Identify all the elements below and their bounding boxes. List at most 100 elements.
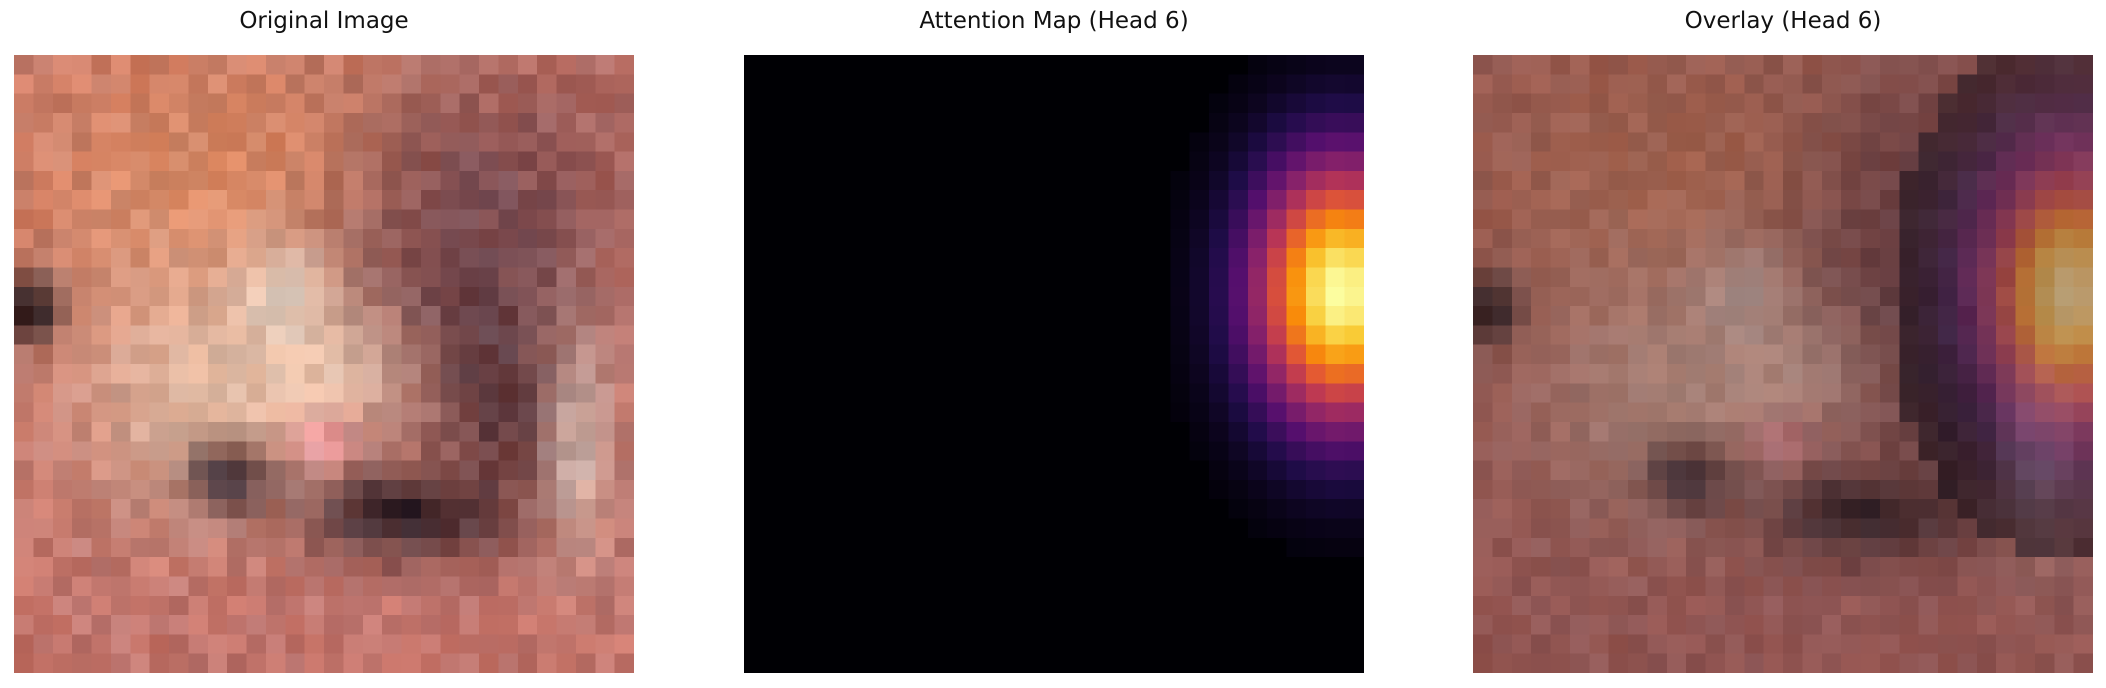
- overlay-image-pixel: [1938, 518, 1958, 539]
- original-image-pixel: [614, 286, 634, 307]
- attention-map-pixel: [899, 344, 919, 365]
- original-image-pixel: [498, 325, 519, 346]
- attention-map-pixel: [1054, 74, 1074, 95]
- attention-map-pixel: [1247, 325, 1268, 346]
- original-image-pixel: [401, 55, 422, 75]
- attention-map-pixel: [744, 93, 764, 114]
- original-image-pixel: [246, 499, 267, 519]
- overlay-image-pixel: [1589, 441, 1610, 461]
- overlay-image-pixel: [1879, 325, 1900, 346]
- overlay-image-pixel: [1899, 421, 1920, 442]
- attention-map-pixel: [744, 267, 764, 288]
- overlay-image-pixel: [1996, 479, 2016, 500]
- overlay-image-pixel: [1473, 537, 1493, 558]
- attention-map-pixel: [918, 460, 939, 481]
- original-image-pixel: [595, 170, 616, 191]
- original-image-pixel: [517, 55, 538, 75]
- overlay-image-pixel: [1938, 132, 1958, 152]
- original-image-pixel: [556, 383, 577, 404]
- original-image-pixel: [169, 151, 189, 172]
- attention-map-pixel: [937, 364, 958, 384]
- overlay-image-pixel: [1473, 518, 1493, 539]
- attention-map-pixel: [1267, 557, 1287, 577]
- overlay-image-pixel: [2015, 653, 2036, 673]
- overlay-image-pixel: [1628, 93, 1648, 114]
- original-image-pixel: [440, 190, 461, 210]
- original-image-pixel: [14, 112, 34, 133]
- overlay-image-pixel: [1550, 151, 1571, 172]
- original-image-pixel: [420, 74, 441, 95]
- overlay-title: Overlay (Head 6): [1684, 8, 1882, 34]
- attention-map-pixel: [1209, 190, 1229, 210]
- original-image-pixel: [265, 112, 286, 133]
- overlay-image-pixel: [1821, 615, 1842, 635]
- attention-map-pixel: [821, 286, 842, 307]
- overlay-image-pixel: [2034, 190, 2055, 210]
- attention-map-pixel: [1073, 93, 1094, 114]
- original-image-pixel: [265, 228, 286, 249]
- original-image-pixel: [440, 479, 461, 500]
- attention-map-pixel: [744, 383, 764, 404]
- attention-map-pixel: [879, 518, 900, 539]
- original-image-pixel: [479, 170, 499, 191]
- overlay-image-pixel: [1569, 421, 1590, 442]
- attention-map-pixel: [1112, 132, 1132, 152]
- attention-map-pixel: [1131, 306, 1152, 326]
- attention-map-pixel: [1325, 479, 1346, 500]
- attention-map-pixel: [957, 518, 977, 539]
- attention-map-pixel: [1267, 286, 1287, 307]
- original-image-pixel: [188, 228, 209, 249]
- attention-map-pixel: [802, 55, 822, 75]
- overlay-image-pixel: [1957, 364, 1978, 384]
- original-image-pixel: [420, 132, 441, 152]
- attention-map-pixel: [860, 653, 881, 673]
- overlay-image-pixel: [1879, 170, 1900, 191]
- original-image-pixel: [91, 209, 112, 230]
- original-image-pixel: [285, 209, 306, 230]
- attention-map-pixel: [1247, 74, 1268, 95]
- overlay-image-pixel: [1918, 306, 1939, 326]
- attention-map-pixel: [1131, 286, 1152, 307]
- attention-map-pixel: [1150, 267, 1171, 288]
- overlay-image-pixel: [1976, 132, 1997, 152]
- overlay-image-pixel: [1957, 344, 1978, 365]
- overlay-image-pixel: [1511, 344, 1532, 365]
- overlay-image-pixel: [1647, 325, 1668, 346]
- original-image-pixel: [14, 460, 34, 481]
- original-image-pixel: [130, 615, 151, 635]
- overlay-image-pixel: [2034, 248, 2055, 268]
- overlay-image-pixel: [2034, 634, 2055, 655]
- attention-map-pixel: [879, 306, 900, 326]
- original-image-pixel: [72, 460, 92, 481]
- overlay-image-pixel: [1666, 306, 1687, 326]
- original-image-pixel: [14, 151, 34, 172]
- overlay-image-pixel: [1860, 615, 1881, 635]
- overlay-image-pixel: [1511, 421, 1532, 442]
- original-image-pixel: [517, 151, 538, 172]
- attention-map-pixel: [1325, 267, 1346, 288]
- original-image-pixel: [401, 557, 422, 577]
- attention-map-pixel: [1209, 499, 1229, 519]
- overlay-image-pixel: [1918, 421, 1939, 442]
- attention-map-pixel: [1131, 170, 1152, 191]
- original-image-pixel: [498, 576, 519, 597]
- attention-map-pixel: [1286, 93, 1307, 114]
- original-image-pixel: [130, 634, 151, 655]
- overlay-image-pixel: [2073, 383, 2093, 404]
- overlay-image-pixel: [1879, 634, 1900, 655]
- original-image-pixel: [575, 344, 596, 365]
- overlay-image-pixel: [1841, 441, 1861, 461]
- overlay-image-pixel: [1821, 595, 1842, 616]
- original-image-pixel: [246, 228, 267, 249]
- overlay-image-pixel: [1569, 576, 1590, 597]
- original-image-pixel: [459, 634, 480, 655]
- overlay-image-pixel: [1976, 55, 1997, 75]
- original-image-pixel: [149, 615, 170, 635]
- attention-map-pixel: [899, 499, 919, 519]
- overlay-image-pixel: [1550, 537, 1571, 558]
- original-image-pixel: [324, 112, 344, 133]
- overlay-image-pixel: [1996, 209, 2016, 230]
- original-image-pixel: [207, 441, 228, 461]
- original-image-pixel: [401, 267, 422, 288]
- original-image-pixel: [52, 306, 73, 326]
